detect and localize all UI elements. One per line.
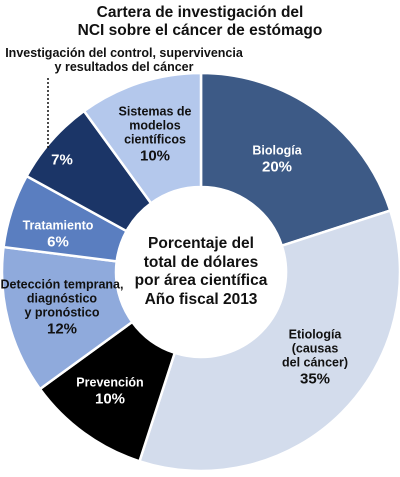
category-label: Prevención	[76, 375, 144, 390]
category-label: Investigación del control, supervivencia…	[5, 46, 243, 74]
chart-title: Cartera de investigación del NCI sobre e…	[77, 4, 323, 39]
center-label: Porcentaje del total de dólares por área…	[134, 234, 268, 308]
value-label: 6%	[47, 233, 69, 251]
category-label: Tratamiento	[22, 218, 94, 233]
slice-label: Tratamiento 6%	[23, 219, 94, 252]
donut-slice	[199, 71, 392, 248]
slice-label: Detección temprana, diagnóstico y pronós…	[1, 278, 124, 339]
slice-label: Biología 20%	[252, 144, 301, 177]
value-label: 12%	[46, 320, 78, 338]
value-label: 20%	[261, 158, 293, 176]
donut-slice	[137, 208, 400, 473]
donut-slice	[82, 71, 203, 205]
value-label: 35%	[299, 370, 331, 388]
category-label: Detección temprana, diagnóstico y pronós…	[0, 277, 124, 320]
category-label: Biología	[252, 143, 302, 158]
value-label: 10%	[139, 147, 171, 165]
category-label: Sistemas de modelos científicos	[118, 104, 192, 147]
slice-label: Prevención 10%	[76, 376, 143, 409]
slice-label: Etiología (causas del cáncer) 35%	[282, 328, 348, 389]
value-label: 10%	[94, 390, 126, 408]
value-label: 7%	[51, 151, 73, 169]
slice-label: 7%	[51, 151, 73, 170]
slice-label: Sistemas de modelos científicos 10%	[119, 105, 192, 166]
category-label: Etiología (causas del cáncer)	[281, 327, 349, 370]
